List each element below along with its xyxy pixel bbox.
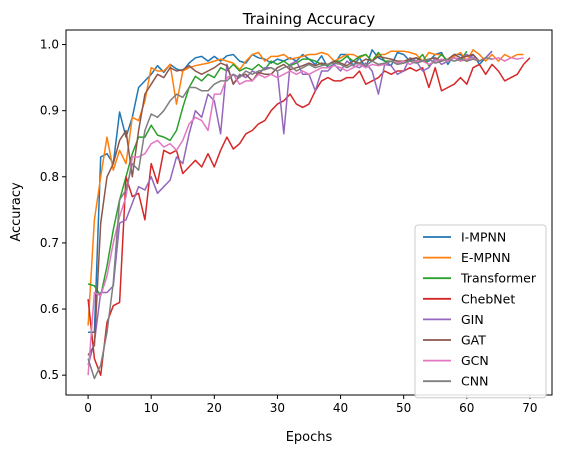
x-axis: 0 10 20 30 40 50 60 70 — [84, 395, 538, 415]
chart-title: Training Accuracy — [242, 10, 376, 28]
legend-label: E-MPNN — [461, 250, 510, 265]
x-tick-label: 60 — [459, 401, 474, 415]
legend-label: GCN — [461, 353, 489, 368]
legend-label: GIN — [461, 312, 484, 327]
x-tick-label: 20 — [207, 401, 222, 415]
legend-label: GAT — [461, 333, 486, 348]
x-tick-label: 30 — [270, 401, 285, 415]
legend-label: CNN — [461, 374, 488, 389]
legend-label: I-MPNN — [461, 230, 506, 245]
x-axis-label: Epochs — [286, 430, 333, 445]
y-tick-label: 0.7 — [40, 236, 59, 250]
legend-box — [414, 224, 547, 399]
x-tick-label: 70 — [522, 401, 537, 415]
series-line-4 — [87, 50, 493, 366]
series-line-7 — [87, 57, 493, 380]
y-tick-label: 0.9 — [40, 104, 59, 118]
y-tick-label: 0.6 — [40, 302, 59, 316]
x-tick-label: 40 — [333, 401, 348, 415]
legend-label: Transformer — [460, 271, 537, 286]
plot-lines — [87, 49, 531, 380]
y-tick-label: 1.0 — [40, 38, 59, 52]
series-line-2 — [87, 50, 468, 297]
y-axis-label: Accuracy — [9, 182, 24, 242]
y-tick-label: 0.8 — [40, 170, 59, 184]
x-tick-label: 10 — [144, 401, 159, 415]
series-line-3 — [87, 57, 531, 376]
plot-frame — [65, 29, 553, 396]
legend-label: ChebNet — [461, 291, 515, 306]
legend: I-MPNN E-MPNN Transformer ChebNet GIN GAT GCN C… — [414, 224, 547, 399]
x-tick-label: 0 — [84, 401, 92, 415]
y-tick-label: 0.5 — [40, 368, 59, 382]
x-tick-label: 50 — [396, 401, 411, 415]
y-axis: 0.5 0.6 0.7 0.8 0.9 1.0 — [40, 38, 66, 382]
